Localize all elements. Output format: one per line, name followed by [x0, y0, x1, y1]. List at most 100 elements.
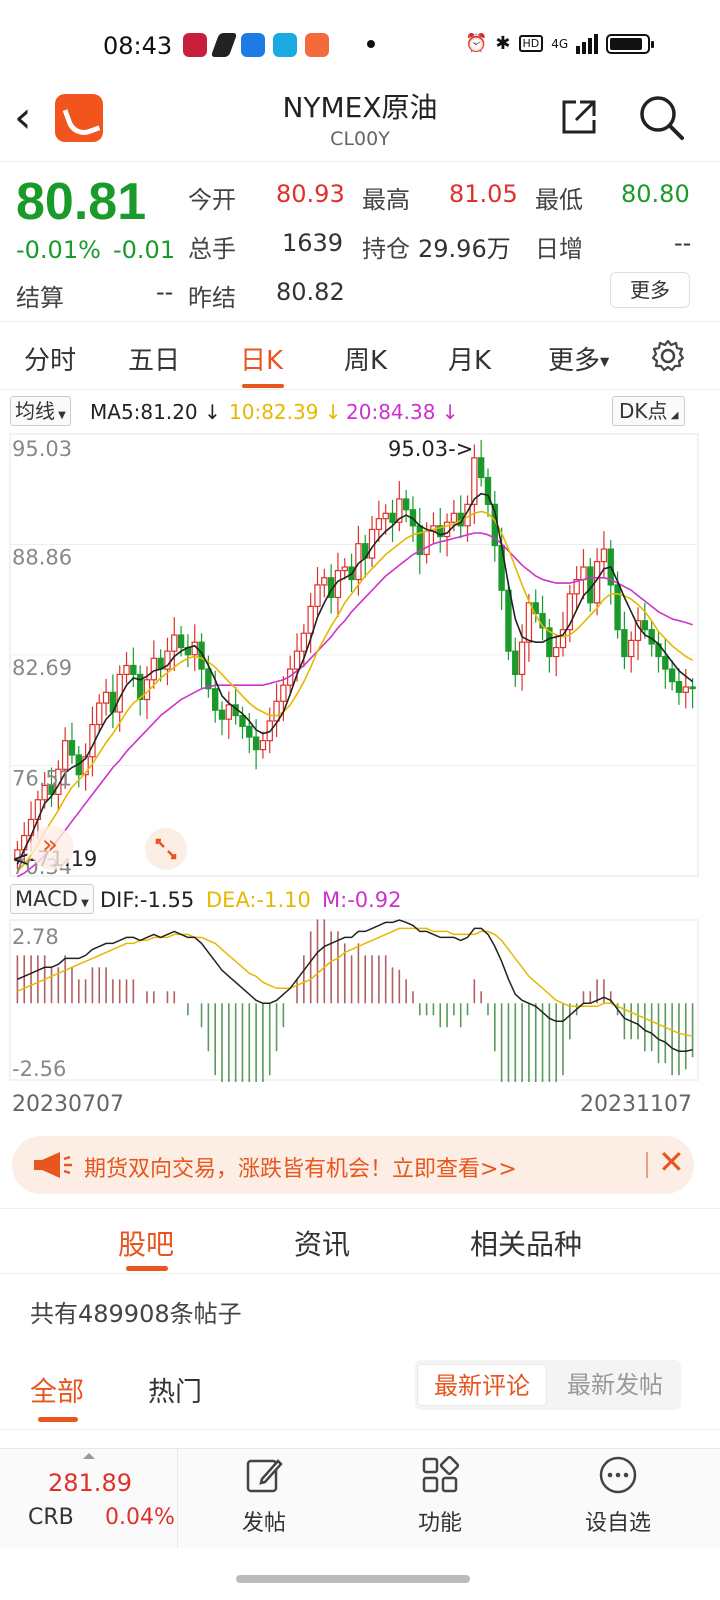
candle-body	[82, 756, 89, 776]
ma5-legend: MA5:81.20 ↓	[90, 400, 221, 424]
instrument-code: CL00Y	[330, 128, 390, 150]
filter-all[interactable]: 全部	[30, 1377, 84, 1408]
candle-body	[321, 577, 328, 586]
candle-body	[614, 584, 621, 631]
network-type: 4G	[551, 36, 569, 51]
tab-daily-k[interactable]: 日K	[240, 346, 284, 376]
sort-latest-post[interactable]: 最新发帖	[567, 1371, 663, 1399]
tab-intraday[interactable]: 分时	[24, 346, 77, 376]
dk-point-label: DK点	[619, 399, 668, 423]
arrow-down-icon: ↓	[197, 400, 221, 424]
active-section-indicator	[126, 1266, 168, 1271]
status-bar: 08:43 ⏰ ✱ HD 4G	[0, 0, 720, 80]
nav-add-watchlist[interactable]: 设自选	[558, 1455, 678, 1545]
status-system-icons: ⏰ ✱ HD 4G	[465, 33, 655, 54]
fullscreen-toggle[interactable]	[145, 828, 187, 870]
candle-body	[437, 525, 444, 538]
promo-text: 期货双向交易，涨跌皆有机会！立即查看>>	[84, 1157, 517, 1182]
ma5-value: MA5:81.20	[90, 400, 198, 424]
candle-body	[450, 512, 458, 523]
dk-point-button[interactable]: DK点 ◢	[612, 396, 686, 426]
candle-body	[177, 634, 185, 649]
tab-forum[interactable]: 股吧	[118, 1228, 175, 1261]
dea-value: DEA:-1.10	[206, 888, 311, 912]
candle-body	[423, 530, 430, 556]
share-icon[interactable]	[560, 98, 598, 136]
battery-icon	[606, 33, 655, 54]
open-interest-label: 持仓	[362, 235, 410, 263]
y-tick-label: 76.51	[12, 767, 72, 791]
close-icon[interactable]: ✕	[658, 1143, 685, 1181]
candle-body	[641, 620, 649, 631]
post-filter-row: 全部 热门 最新评论 最新发帖	[0, 1350, 720, 1430]
index-value: 281.89	[48, 1469, 132, 1497]
candle-body	[239, 714, 246, 727]
app-notification-icon	[305, 33, 329, 57]
candle-body	[341, 566, 348, 572]
bluetooth-icon: ✱	[495, 33, 511, 54]
back-icon[interactable]: ‹	[14, 92, 32, 143]
candle-body	[443, 521, 451, 538]
edit-icon	[246, 1459, 283, 1493]
candle-body	[259, 740, 267, 751]
candle-body	[525, 602, 533, 643]
hd-icon: HD	[518, 35, 544, 52]
candle-body	[130, 664, 137, 676]
date-axis: 20230707 20231107	[0, 1090, 720, 1120]
candle-body	[218, 709, 226, 720]
caret-down-icon: ▼	[55, 410, 66, 421]
app-notification-icon	[183, 33, 207, 57]
dif-line	[17, 919, 693, 1052]
tab-five-day[interactable]: 五日	[128, 346, 181, 376]
candle-body	[307, 605, 314, 634]
indicator-selector[interactable]: 均线 ▼	[10, 396, 71, 426]
macd-selector[interactable]: MACD ▼	[10, 884, 94, 914]
tab-weekly-k[interactable]: 周K	[344, 346, 388, 376]
index-ticker[interactable]: 281.89 CRB 0.04%	[0, 1449, 178, 1549]
candle-body	[96, 702, 103, 726]
candle-body	[61, 740, 69, 770]
tab-related[interactable]: 相关品种	[470, 1228, 583, 1261]
candle-body	[512, 650, 519, 676]
section-tabs: 股吧 资讯 相关品种	[0, 1208, 720, 1274]
m-value: M:-0.92	[322, 888, 402, 912]
search-icon[interactable]	[638, 94, 684, 140]
candle-body	[662, 655, 669, 670]
macd-chart[interactable]: 2.78 -2.56	[0, 918, 720, 1082]
promo-banner[interactable]: 期货双向交易，涨跌皆有机会！立即查看>> ✕	[12, 1136, 694, 1194]
expand-icon	[155, 838, 177, 860]
filter-hot[interactable]: 热门	[148, 1377, 202, 1408]
nav-functions[interactable]: 功能	[380, 1455, 500, 1545]
dea-line	[17, 927, 693, 1038]
candle-body	[546, 627, 553, 658]
end-date: 20231107	[580, 1092, 692, 1117]
sort-latest-comment[interactable]: 最新评论	[417, 1364, 547, 1406]
candle-body	[682, 686, 689, 693]
candle-body	[668, 668, 676, 683]
candle-body	[246, 725, 253, 738]
candle-body	[68, 740, 76, 756]
candle-body	[600, 548, 608, 563]
period-tabs: 分时 五日 日K 周K 月K 更多▼	[0, 322, 720, 390]
sort-toggle: 最新评论 最新发帖	[415, 1360, 681, 1410]
gear-icon[interactable]	[650, 338, 686, 374]
dif-value: DIF:-1.55	[100, 888, 195, 912]
double-chevron-left-icon: »	[42, 830, 58, 860]
settlement-value: --	[156, 278, 174, 306]
macd-y-tick-label: 2.78	[12, 925, 59, 949]
arrow-down-icon: ↓	[318, 400, 342, 424]
open-interest-value: 29.96万	[418, 235, 511, 263]
candle-body	[477, 457, 485, 479]
quote-more-button[interactable]: 更多	[610, 272, 690, 308]
more-circle-icon	[599, 1456, 637, 1494]
tab-monthly-k[interactable]: 月K	[448, 346, 492, 376]
tab-news[interactable]: 资讯	[294, 1228, 351, 1261]
ma20-line	[17, 532, 693, 878]
ma10-legend: 10:82.39 ↓	[229, 400, 342, 424]
nav-post[interactable]: 发帖	[204, 1455, 324, 1545]
scroll-left-button[interactable]: »	[30, 826, 74, 870]
ma20-value: 20:84.38	[346, 400, 436, 424]
app-notification-icon	[273, 33, 297, 57]
tab-more[interactable]: 更多▼	[548, 340, 609, 377]
